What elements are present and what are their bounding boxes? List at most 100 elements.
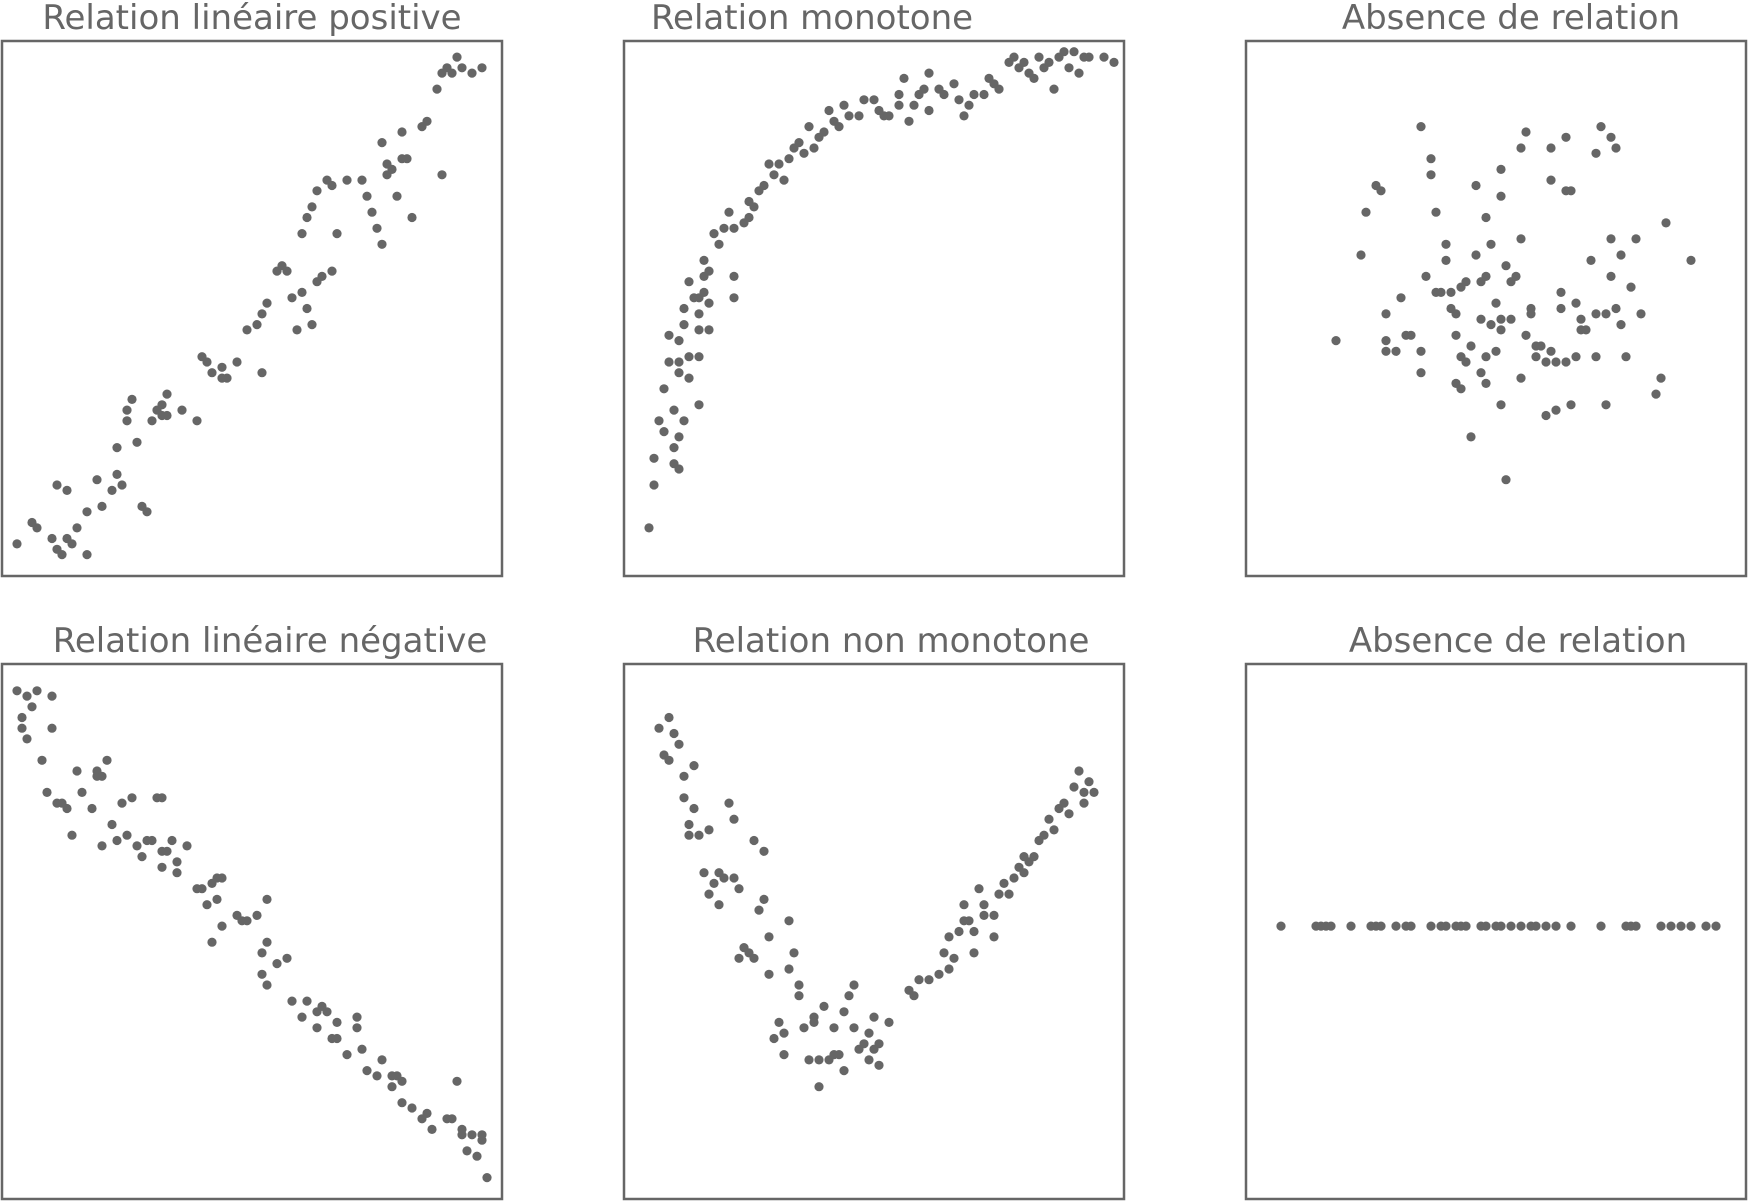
scatter-point [302, 212, 312, 223]
scatter-point [1516, 921, 1526, 931]
scatter-point [839, 1066, 849, 1076]
scatter-point [122, 416, 132, 426]
scatter-point [814, 1082, 824, 1092]
scatter-point [679, 771, 689, 781]
scatter-point [689, 761, 699, 771]
scatter-point [197, 884, 207, 894]
scatter-point [272, 959, 282, 969]
scatter-point [749, 835, 759, 846]
scatter-point [117, 798, 127, 808]
scatter-point [899, 73, 909, 83]
scatter-point [679, 320, 689, 330]
scatter-point [834, 122, 844, 132]
scatter-point [287, 293, 297, 303]
scatter-point [262, 894, 272, 904]
scatter-point [252, 320, 262, 330]
scatter-point [332, 1017, 342, 1027]
scatter-point [724, 798, 734, 808]
scatter-point [1701, 921, 1711, 931]
scatter-point [989, 910, 999, 920]
scatter-point [217, 362, 227, 372]
scatter-point [162, 846, 172, 856]
scatter-point [954, 926, 964, 937]
scatter-point [694, 325, 704, 335]
scatter-point [959, 111, 969, 121]
scatter-point [714, 900, 724, 910]
scatter-point [939, 948, 949, 958]
scatter-point [287, 996, 297, 1006]
scatter-point [262, 980, 272, 990]
scatter-point [1471, 250, 1481, 260]
scatter-point [1656, 373, 1666, 383]
scatter-point [664, 755, 674, 765]
scatter-point [779, 175, 789, 185]
panel-frame [1244, 39, 1748, 578]
scatter-point [1591, 309, 1601, 319]
scatter-point [699, 255, 709, 265]
scatter-point [729, 293, 739, 303]
scatter-point [1606, 271, 1616, 281]
scatter-point [934, 969, 944, 979]
scatter-point [664, 712, 674, 723]
scatter-point [924, 68, 934, 78]
scatter-point [122, 830, 132, 840]
scatter-point [699, 868, 709, 878]
scatter-point [282, 953, 292, 963]
panel-title: Absence de relation [1342, 0, 1680, 38]
scatter-point [387, 164, 397, 174]
scatter-point [122, 405, 132, 415]
scatter-point [1461, 277, 1471, 287]
scatter-point [1541, 410, 1551, 421]
scatter-point [47, 723, 57, 733]
scatter-point [784, 154, 794, 164]
scatter-point [804, 1055, 814, 1065]
scatter-point [749, 202, 759, 212]
scatter-point [62, 485, 72, 495]
scatter-point [704, 298, 714, 308]
scatter-point [107, 485, 117, 495]
scatter-point [729, 814, 739, 824]
scatter-point [177, 405, 187, 415]
scatter-point [769, 1033, 779, 1044]
scatter-point [1661, 218, 1671, 228]
scatter-point [1686, 255, 1696, 265]
scatter-point [1406, 330, 1416, 340]
scatter-point [1536, 341, 1546, 351]
scatter-point [362, 191, 372, 201]
scatter-point [397, 1098, 407, 1108]
scatter-point [1391, 346, 1401, 356]
scatter-point [1576, 314, 1586, 324]
scatter-point [422, 116, 432, 126]
scatter-point [1541, 357, 1551, 367]
scatter-point [477, 1135, 487, 1145]
scatter-point [969, 948, 979, 958]
scatter-point [1376, 186, 1386, 196]
scatter-point [407, 1103, 417, 1113]
scatter-point [47, 691, 57, 701]
scatter-point [1516, 143, 1526, 153]
scatter-point [262, 298, 272, 308]
scatter-point [17, 712, 27, 723]
scatter-point [1069, 782, 1079, 792]
scatter-point [1421, 271, 1431, 281]
scatter-point [327, 266, 337, 276]
scatter-point [1666, 921, 1676, 931]
scatter-point [644, 523, 654, 533]
scatter-point [82, 507, 92, 517]
scatter-point [477, 63, 487, 73]
scatter-point [302, 996, 312, 1006]
scatter-point [1441, 255, 1451, 265]
scatter-point [1009, 873, 1019, 883]
scatter-point [182, 841, 192, 851]
scatter-point [804, 122, 814, 132]
scatter-point [67, 539, 77, 549]
scatter-point [874, 1039, 884, 1049]
scatter-point [1481, 378, 1491, 388]
scatter-point [22, 734, 32, 744]
points-layer [1276, 921, 1721, 931]
scatter-point [462, 1146, 472, 1156]
scatter-point [112, 835, 122, 846]
scatter-point [924, 105, 934, 116]
scatter-point [969, 926, 979, 937]
scatter-point [684, 819, 694, 830]
